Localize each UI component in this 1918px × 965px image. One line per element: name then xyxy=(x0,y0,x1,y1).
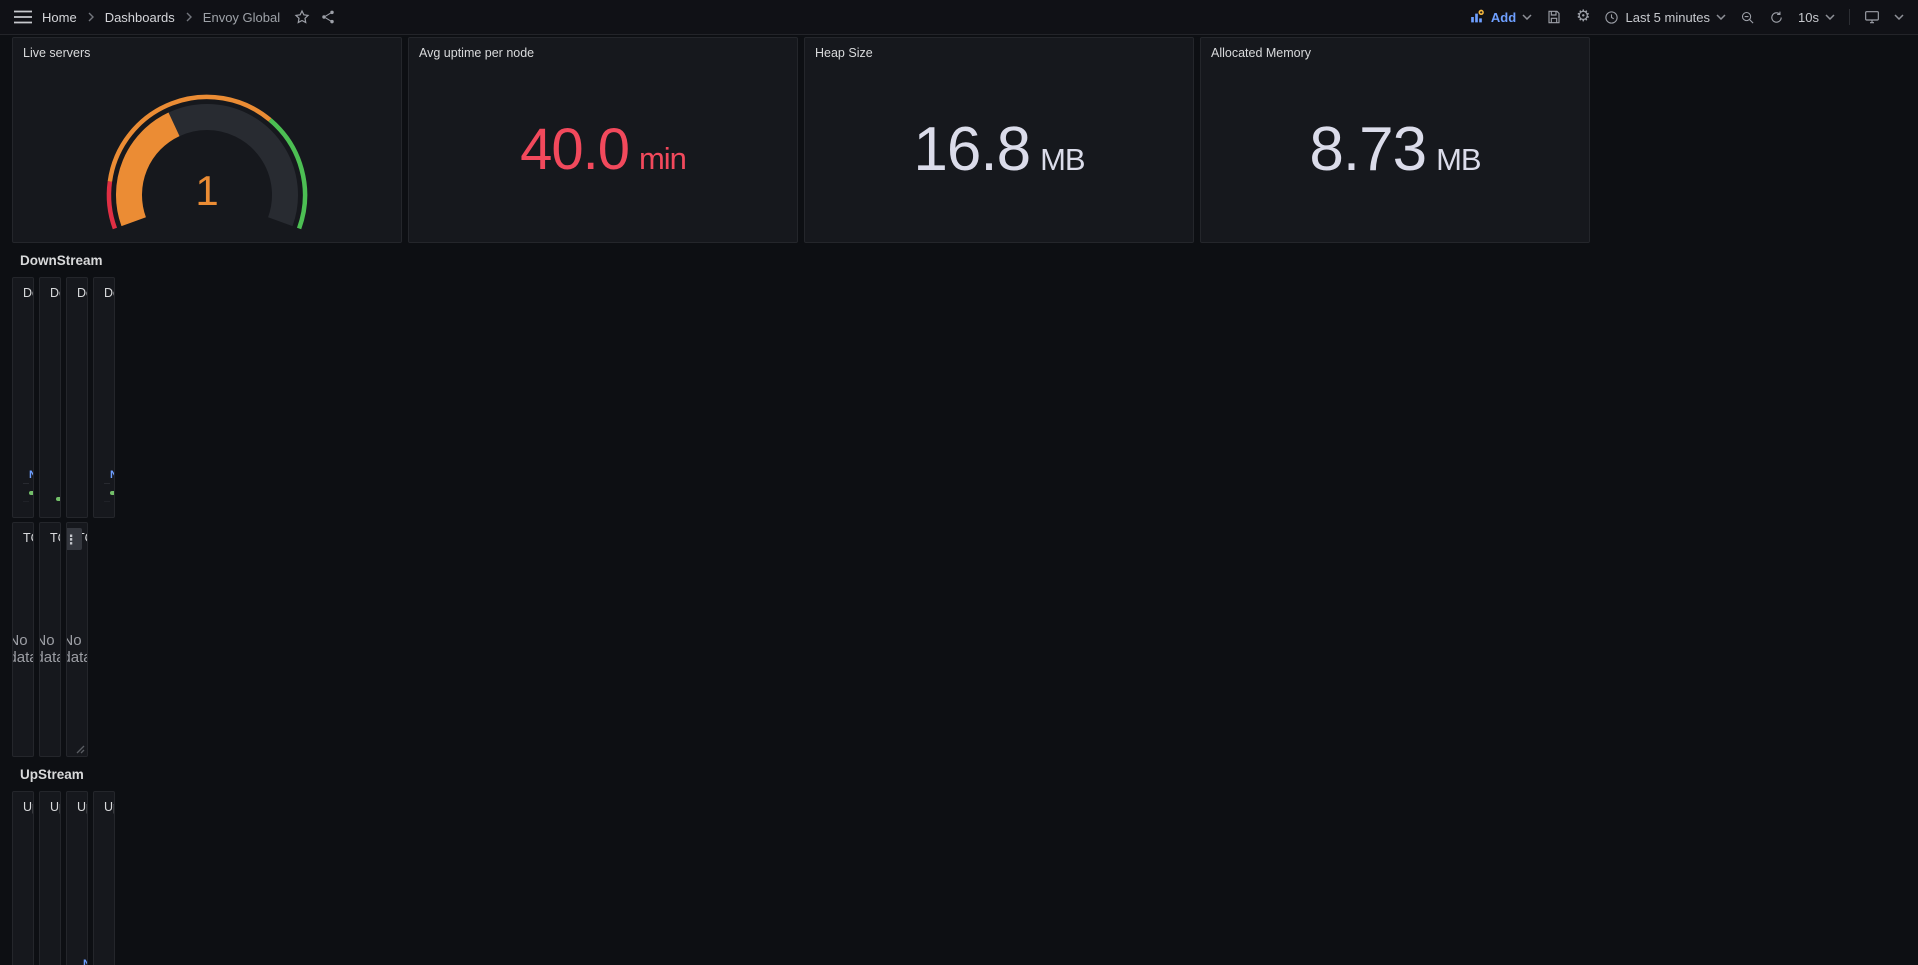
stat-unit: min xyxy=(639,141,686,176)
refresh-interval-picker[interactable]: 10s xyxy=(1798,10,1835,25)
gauge-value: 1 xyxy=(12,167,402,215)
panel-upstream-rps: Upstream RPS i 15:24:0015:25:0015:26:001… xyxy=(12,791,34,965)
top-nav: Home Dashboards Envoy Global Add ⚙ xyxy=(0,0,1918,35)
breadcrumb-dashboards[interactable]: Dashboards xyxy=(105,10,175,25)
panel-title[interactable]: Heap Size xyxy=(815,44,1183,62)
breadcrumb-current: Envoy Global xyxy=(203,10,280,25)
legend-header-name[interactable]: Name xyxy=(29,469,34,481)
stat-value: 40.0 xyxy=(520,117,629,182)
divider xyxy=(1849,9,1850,25)
section-header-downstream[interactable]: DownStream xyxy=(12,243,14,277)
star-icon[interactable] xyxy=(294,9,310,25)
stat-unit: MB xyxy=(1436,142,1481,177)
section-header-upstream[interactable]: UpStream xyxy=(12,757,14,791)
panel-menu-kebab-icon[interactable]: ⋮ xyxy=(66,528,82,550)
legend-header-name[interactable]: Name xyxy=(110,469,115,481)
stat-value: 16.8 xyxy=(913,115,1030,184)
stat-value: 8.73 xyxy=(1309,115,1426,184)
panel-downstream-rps: Downstream RPS 15:24:0015:25:0015:26:001… xyxy=(12,277,34,518)
menu-toggle-icon[interactable] xyxy=(14,10,32,24)
panel-allocated-memory: Allocated Memory 8.73 MB xyxy=(1200,37,1590,243)
panel-avg-uptime: Avg uptime per node 40.0 min xyxy=(408,37,798,243)
legend: envoy-gateway-system xyxy=(50,490,56,508)
panel-title[interactable]: Allocated Memory xyxy=(1211,44,1579,62)
panel-upstream-total-connections: Upstream Total Connections 15:24:0015:25… xyxy=(93,791,115,965)
panel-downstream-total-connections: Downstream Total Connections 15:24:0015:… xyxy=(93,277,115,518)
save-icon xyxy=(1546,9,1562,25)
series-color-dash xyxy=(110,491,115,495)
panel-tcp-downstream-cps: TCP Downstream CPS No data xyxy=(12,522,34,757)
panel-heap-size: Heap Size 16.8 MB xyxy=(804,37,1194,243)
time-range-picker[interactable]: Last 5 minutes xyxy=(1604,10,1726,25)
add-panel-icon xyxy=(1468,9,1485,25)
refresh-button[interactable] xyxy=(1769,10,1784,25)
add-button-label: Add xyxy=(1491,10,1516,25)
time-range-label: Last 5 minutes xyxy=(1625,10,1710,25)
save-dashboard-button[interactable] xyxy=(1546,9,1562,25)
chevron-down-icon xyxy=(1894,14,1904,20)
legend-row: envoy-gateway-system 1 1 1 xyxy=(104,484,110,502)
zoom-out-icon xyxy=(1740,10,1755,25)
section-label: UpStream xyxy=(20,767,84,782)
breadcrumb-separator-icon xyxy=(87,12,95,22)
stat-unit: MB xyxy=(1040,142,1085,177)
gear-icon: ⚙ xyxy=(1576,9,1590,25)
dashboard-settings-button[interactable]: ⚙ xyxy=(1576,9,1590,25)
breadcrumb-separator-icon xyxy=(185,12,193,22)
panel-tcp-downstream-bytes-rx: TCP Downstream Bytes Rx/second No data xyxy=(39,522,61,757)
zoom-out-time-button[interactable] xyxy=(1740,10,1755,25)
chevron-down-icon xyxy=(1716,14,1726,20)
refresh-icon xyxy=(1769,10,1784,25)
tv-mode-button[interactable] xyxy=(1864,9,1880,25)
panel-tcp-downstream-bytes-tx: TCP Downstream Bytes Tx/Second No data ⋮ xyxy=(66,522,88,757)
refresh-interval-label: 10s xyxy=(1798,10,1819,25)
series-color-dash xyxy=(29,491,34,495)
section-label: DownStream xyxy=(20,253,103,268)
dashboard-canvas: Live servers 1 Avg uptime per xyxy=(0,35,18,39)
series-color-dash xyxy=(56,497,61,501)
panel-title-text: Upstream RPS xyxy=(23,798,34,816)
panel-downstream-cps: Downstream CPS 15:24:0015:25:0015:26:001… xyxy=(39,277,61,518)
panel-title[interactable]: Avg uptime per node xyxy=(419,44,787,62)
panel-downstream-latency: Downstream Latency 15:24:0015:25:0015:26… xyxy=(66,277,88,518)
panel-upstream-cps: Upstream CPS 15:24:0015:25:0015:26:0015:… xyxy=(39,791,61,965)
chevron-down-icon xyxy=(1522,14,1532,20)
more-options-button[interactable] xyxy=(1894,14,1904,20)
share-icon[interactable] xyxy=(320,9,336,25)
panel-live-servers: Live servers 1 xyxy=(12,37,402,243)
live-servers-gauge: 1 xyxy=(23,62,391,236)
panel-title[interactable]: Live servers xyxy=(23,44,391,62)
resize-handle-icon[interactable] xyxy=(76,745,85,754)
panel-upstream-latency: Upstream Latency 15:24:0015:25:0015:26:0… xyxy=(66,791,88,965)
clock-icon xyxy=(1604,10,1619,25)
breadcrumb-home[interactable]: Home xyxy=(42,10,77,25)
monitor-icon xyxy=(1864,9,1880,25)
legend-header-name[interactable]: Name xyxy=(83,958,88,965)
legend-row: Envoy HTTP Downstream Rq total 0.331 0.3… xyxy=(23,484,29,502)
add-button[interactable]: Add xyxy=(1468,9,1532,25)
chevron-down-icon xyxy=(1825,14,1835,20)
